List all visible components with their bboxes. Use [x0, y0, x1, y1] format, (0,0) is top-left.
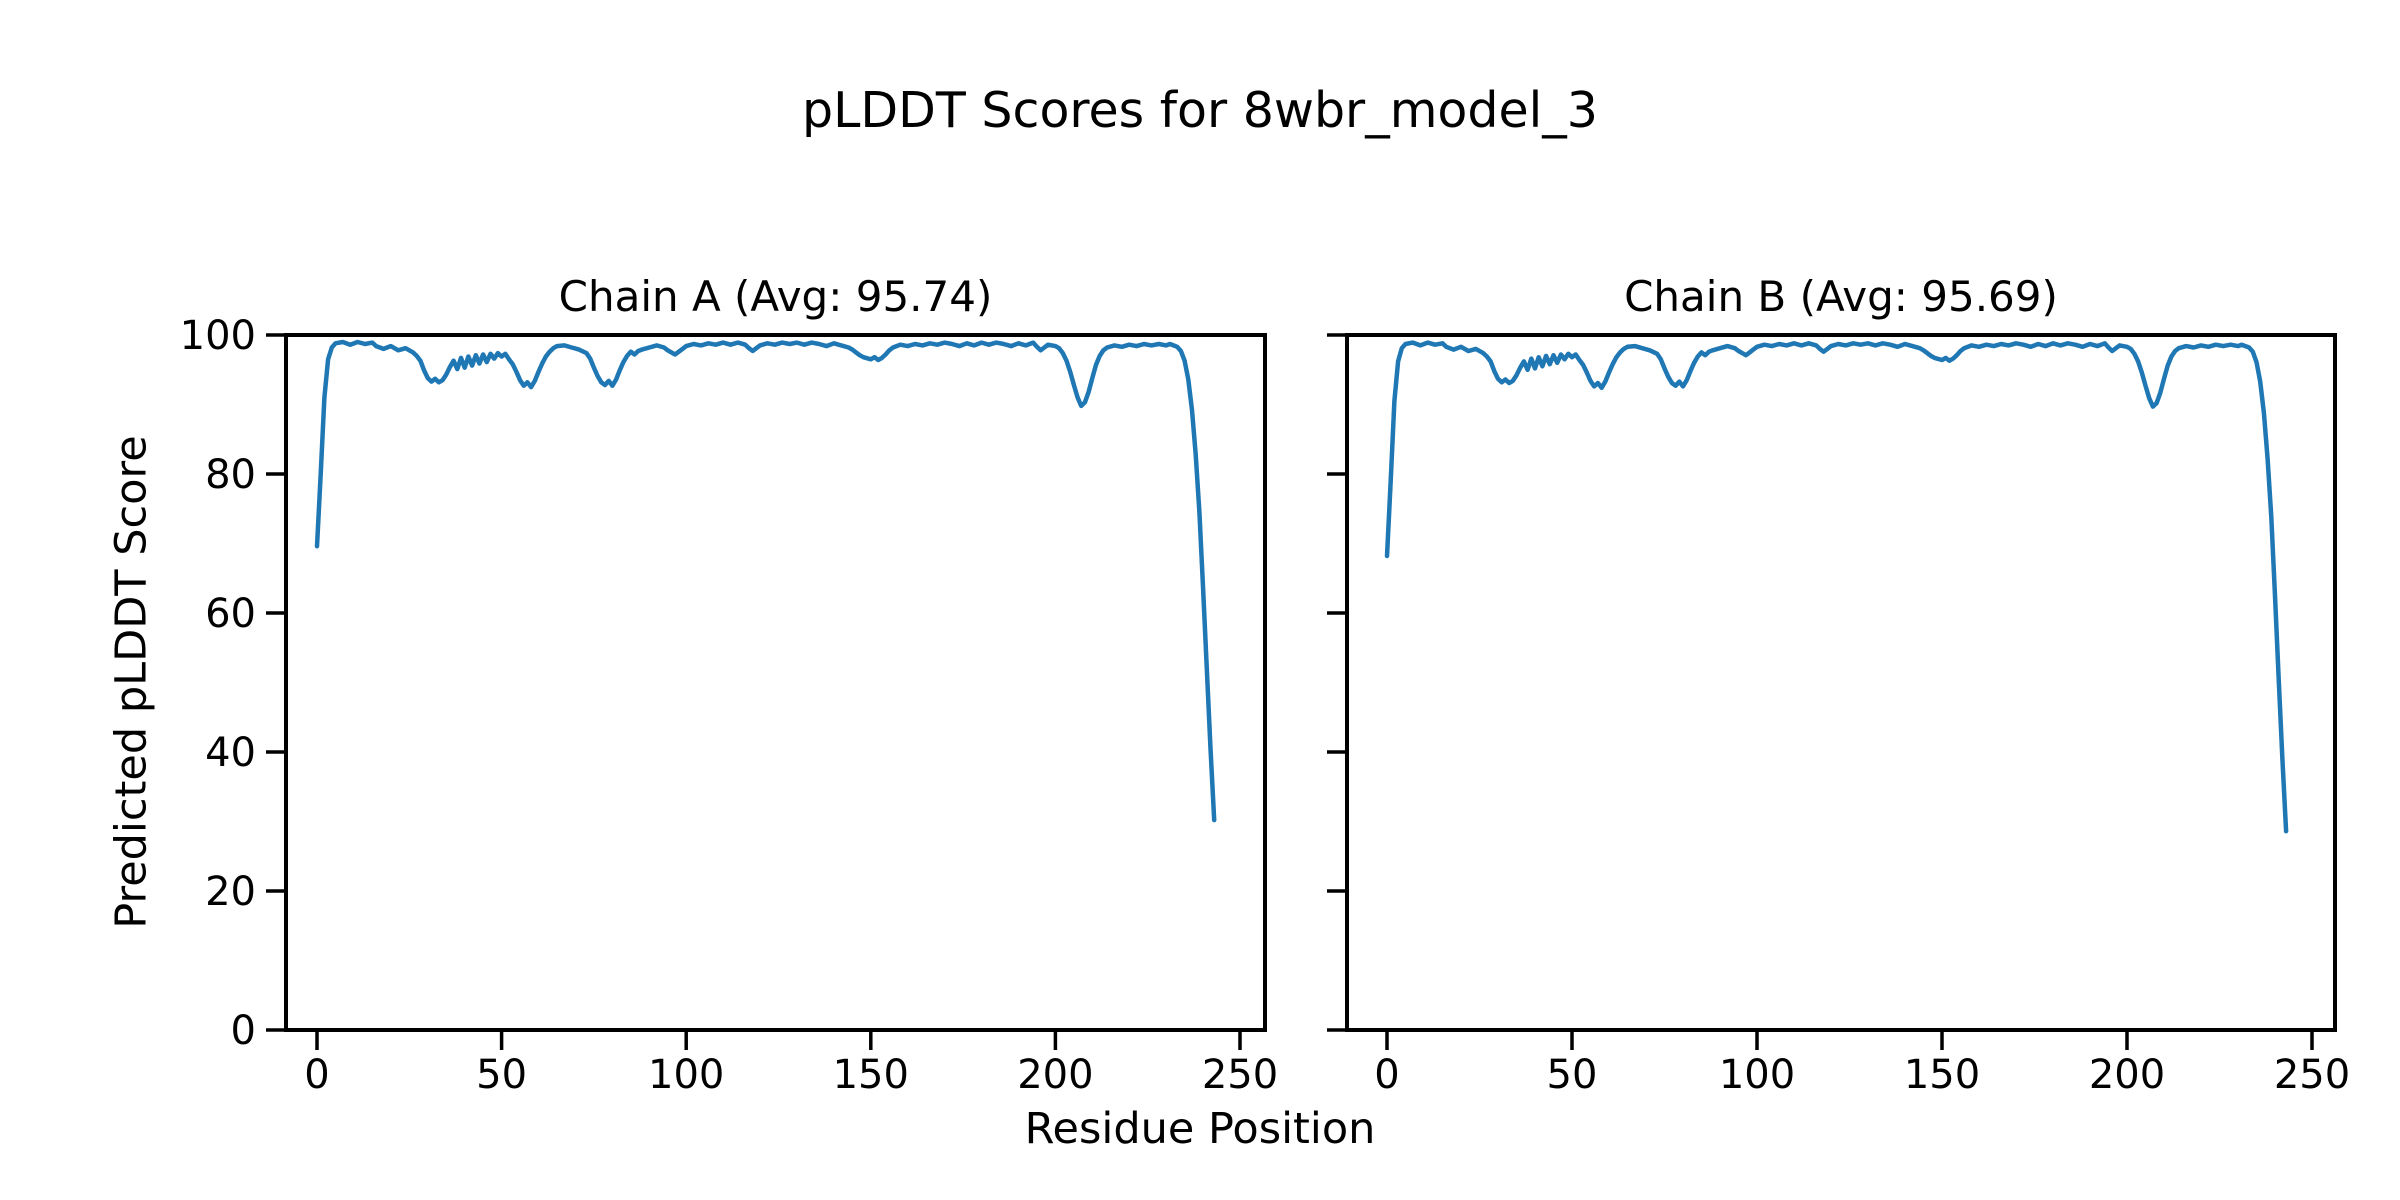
x-tick-label: 100 — [1719, 1052, 1795, 1098]
axes-frame — [1345, 333, 2337, 1032]
axes-frame — [284, 333, 1267, 1032]
y-tick-label: 60 — [205, 591, 256, 637]
x-axis-label: Residue Position — [1024, 1104, 1376, 1154]
x-tick-label: 150 — [833, 1052, 909, 1098]
x-tick-label: 50 — [1547, 1052, 1598, 1098]
subplot-title-chain-a: Chain A (Avg: 95.74) — [558, 272, 993, 321]
x-tick-label: 50 — [476, 1052, 527, 1098]
y-tick-label: 40 — [205, 730, 256, 776]
x-tick-label: 100 — [648, 1052, 724, 1098]
x-tick-label: 250 — [2274, 1052, 2350, 1098]
x-tick-label: 200 — [2089, 1052, 2165, 1098]
y-tick-label: 100 — [180, 313, 256, 359]
subplot-chain-b: 0 50 100 150 200 250 — [1327, 333, 2350, 1098]
y-tick-label: 20 — [205, 869, 256, 915]
subplot-title-chain-b: Chain B (Avg: 95.69) — [1624, 272, 2058, 321]
plddt-line-chain-a — [314, 339, 1217, 823]
x-tick-label: 0 — [304, 1052, 329, 1098]
x-tick-label: 0 — [1374, 1052, 1399, 1098]
x-tick-label: 200 — [1017, 1052, 1093, 1098]
subplot-chain-a: 0 50 100 150 200 250 0 20 40 60 80 100 — [180, 313, 1279, 1098]
figure-title: pLDDT Scores for 8wbr_model_3 — [802, 82, 1598, 139]
y-tick-label: 80 — [205, 452, 256, 498]
plddt-line-chain-b — [1384, 340, 2289, 834]
x-tick-label: 250 — [1202, 1052, 1278, 1098]
x-tick-label: 150 — [1904, 1052, 1980, 1098]
y-tick-label: 0 — [231, 1008, 256, 1054]
